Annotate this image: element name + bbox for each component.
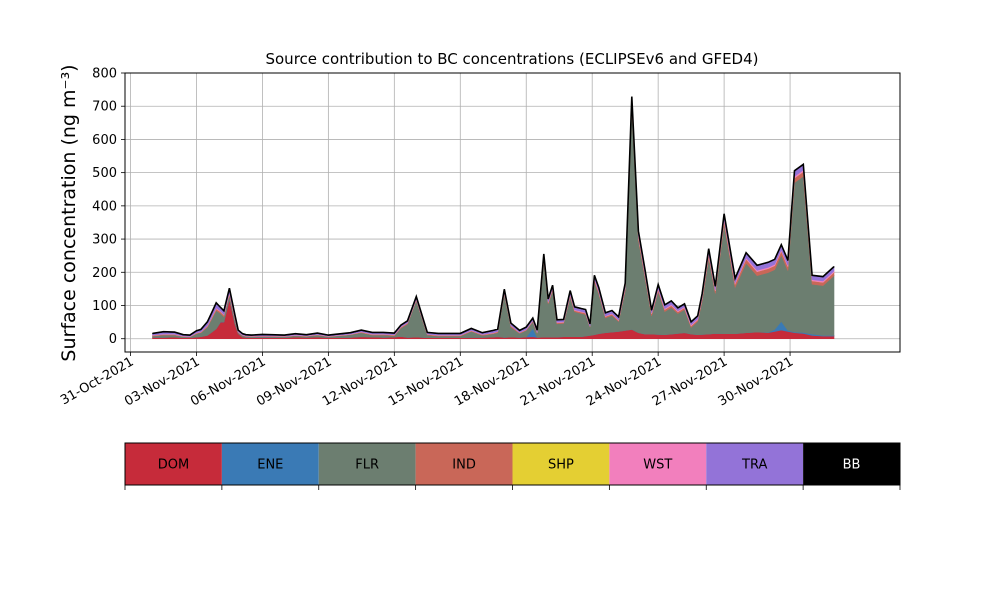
plot-border: [124, 72, 901, 353]
chart-title: Source contribution to BC concentrations…: [265, 50, 758, 68]
y-tick-label: 100: [92, 299, 117, 314]
legend-swatch-tra: [706, 443, 804, 485]
stacked-area-plot: [152, 96, 835, 339]
legend-colorbar: DOM ENE FLR IND SHP WST TRA BB: [124, 442, 901, 490]
y-axis-label: Surface concentration (ng m⁻³): [58, 64, 80, 361]
legend-swatch-bb: [803, 443, 900, 485]
x-tick-label: 30-Nov-2021: [716, 354, 796, 409]
legend-label-tra: TRA: [741, 458, 767, 473]
legend-swatch-shp: [512, 443, 610, 485]
y-tick-label: 700: [92, 100, 117, 115]
legend-swatch-flr: [318, 443, 416, 485]
y-tick-label: 0: [109, 332, 117, 347]
grid-lines: [125, 72, 900, 352]
total-outline: [152, 96, 835, 336]
legend-label-shp: SHP: [548, 458, 574, 473]
legend-label-flr: FLR: [355, 458, 379, 473]
legend-label-bb: BB: [843, 458, 861, 473]
y-tick-label: 400: [92, 199, 117, 214]
y-tick-label: 200: [92, 266, 117, 281]
legend-label-wst: WST: [643, 458, 672, 473]
legend-swatch-ind: [415, 443, 513, 485]
plot-frame: [124, 72, 901, 353]
y-tick-label: 500: [92, 166, 117, 181]
legend-swatch-dom: [125, 443, 222, 485]
legend-label-dom: DOM: [158, 458, 189, 473]
legend-label-ene: ENE: [257, 458, 283, 473]
y-tick-label: 800: [92, 67, 117, 82]
series-area-flr: [152, 106, 835, 339]
legend-swatch-wst: [609, 443, 707, 485]
legend-swatch-ene: [221, 443, 319, 485]
legend-label-ind: IND: [452, 458, 476, 473]
y-axis: 0 100 200 300 400 500 600 700 800: [92, 67, 125, 347]
y-tick-label: 600: [92, 133, 117, 148]
x-axis: 31-Oct-202103-Nov-202106-Nov-202109-Nov-…: [58, 352, 796, 409]
y-tick-label: 300: [92, 233, 117, 248]
